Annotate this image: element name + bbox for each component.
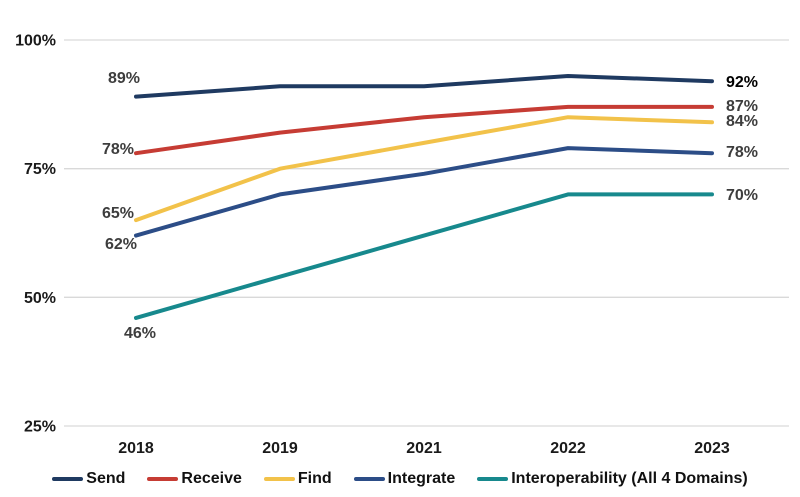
y-axis-tick-label-25: 25% bbox=[24, 419, 56, 436]
legend-item-send: Send bbox=[52, 470, 125, 488]
legend-item-interoperability: Interoperability (All 4 Domains) bbox=[477, 470, 748, 488]
legend-label-integrate: Integrate bbox=[387, 470, 456, 487]
legend-swatch-integrate bbox=[353, 476, 385, 482]
legend-label-receive: Receive bbox=[181, 470, 242, 487]
data-label-last-interoperability: 70% bbox=[726, 187, 758, 204]
legend-label-interoperability: Interoperability (All 4 Domains) bbox=[511, 470, 748, 487]
series-line-send bbox=[134, 74, 714, 99]
data-label-last-integrate: 78% bbox=[726, 144, 758, 161]
legend-label-find: Find bbox=[297, 470, 332, 487]
legend-swatch-send bbox=[52, 476, 84, 482]
legend-item-receive: Receive bbox=[147, 470, 242, 488]
line-chart-canvas: 100% 75% 50% 25% 2018 2019 2021 2022 2023 89% 78% 6… bbox=[15, 33, 789, 457]
series-line-find bbox=[134, 115, 714, 223]
y-axis-tick-label-75: 75% bbox=[24, 161, 56, 178]
legend-item-integrate: Integrate bbox=[353, 470, 456, 488]
x-axis-label-2018: 2018 bbox=[118, 440, 154, 457]
chart-legend: Send Receive Find Integrate Interoperabi… bbox=[0, 470, 800, 488]
legend-item-find: Find bbox=[263, 470, 332, 488]
data-label-last-send: 92% bbox=[726, 74, 758, 91]
x-axis-label-2023: 2023 bbox=[694, 440, 730, 457]
y-axis-tick-label-50: 50% bbox=[24, 290, 56, 307]
legend-swatch-receive bbox=[147, 476, 179, 482]
data-label-last-receive: 87% bbox=[726, 98, 758, 115]
x-axis-label-2022: 2022 bbox=[550, 440, 586, 457]
data-label-first-find: 65% bbox=[102, 205, 134, 222]
y-axis-tick-label-100: 100% bbox=[15, 33, 56, 50]
legend-swatch-interoperability bbox=[477, 476, 509, 482]
legend-label-send: Send bbox=[86, 470, 126, 487]
series-line-receive bbox=[134, 104, 714, 156]
data-label-first-integrate: 62% bbox=[105, 236, 137, 253]
data-label-first-interoperability: 46% bbox=[124, 325, 156, 342]
data-label-last-find: 84% bbox=[726, 113, 758, 130]
data-label-first-receive: 78% bbox=[102, 141, 134, 158]
series-line-integrate bbox=[134, 146, 714, 238]
x-axis-label-2021: 2021 bbox=[406, 440, 442, 457]
legend-swatch-find bbox=[263, 476, 295, 482]
x-axis-label-2019: 2019 bbox=[262, 440, 298, 457]
data-label-first-send: 89% bbox=[108, 70, 140, 87]
series-line-interoperability bbox=[134, 192, 714, 320]
